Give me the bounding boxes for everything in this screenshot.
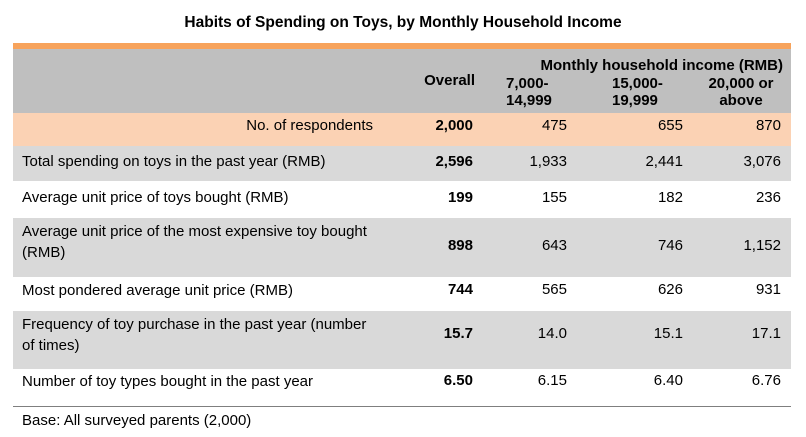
cell-income-15000: 15.1 xyxy=(653,325,683,342)
row-label: Total spending on toys in the past year … xyxy=(22,153,326,170)
cell-income-15000: 626 xyxy=(657,281,683,298)
cell-overall: 2,000 xyxy=(435,117,473,134)
table-row: Average unit price of the most expensive… xyxy=(13,218,791,277)
row-label: No. of respondents xyxy=(246,117,373,134)
header-income-group: Monthly household income (RMB) xyxy=(540,57,783,74)
cell-income-15000: 655 xyxy=(657,117,683,134)
table-bottom-rule xyxy=(13,406,791,407)
table-row-respondents: No. of respondents 2,000 475 655 870 xyxy=(13,113,791,146)
cell-income-7000: 643 xyxy=(541,237,567,254)
table-row: Most pondered average unit price (RMB) 7… xyxy=(13,277,791,311)
row-label: Average unit price of toys bought (RMB) xyxy=(22,189,289,206)
row-label: Number of toy types bought in the past y… xyxy=(22,373,313,390)
cell-overall: 15.7 xyxy=(443,325,473,342)
cell-income-7000: 6.15 xyxy=(537,372,567,389)
table-title: Habits of Spending on Toys, by Monthly H… xyxy=(184,14,622,31)
row-label: Most pondered average unit price (RMB) xyxy=(22,282,293,299)
row-label: Frequency of toy purchase in the past ye… xyxy=(22,316,367,354)
table-row: Number of toy types bought in the past y… xyxy=(13,369,791,406)
cell-income-7000: 155 xyxy=(541,189,567,206)
header-income-15000: 15,000- 19,999 xyxy=(612,75,663,109)
cell-income-7000: 14.0 xyxy=(537,325,567,342)
cell-overall: 898 xyxy=(447,237,473,254)
cell-income-7000: 565 xyxy=(541,281,567,298)
cell-income-20000: 1,152 xyxy=(743,237,781,254)
table-header: Overall Monthly household income (RMB) 7… xyxy=(13,49,791,113)
table-row: Total spending on toys in the past year … xyxy=(13,146,791,181)
header-overall: Overall xyxy=(424,72,475,89)
cell-overall: 6.50 xyxy=(443,372,473,389)
table-row: Average unit price of toys bought (RMB) … xyxy=(13,181,791,218)
footnote: Base: All surveyed parents (2,000) xyxy=(22,412,252,429)
cell-income-7000: 1,933 xyxy=(529,153,567,170)
cell-income-20000: 931 xyxy=(755,281,781,298)
cell-income-15000: 746 xyxy=(657,237,683,254)
cell-income-20000: 3,076 xyxy=(743,153,781,170)
cell-overall: 744 xyxy=(447,281,473,298)
cell-income-20000: 236 xyxy=(755,189,781,206)
accent-bar xyxy=(13,43,791,49)
cell-income-20000: 17.1 xyxy=(751,325,781,342)
table-row: Frequency of toy purchase in the past ye… xyxy=(13,311,791,369)
cell-income-7000: 475 xyxy=(541,117,567,134)
cell-income-15000: 6.40 xyxy=(653,372,683,389)
cell-income-20000: 870 xyxy=(755,117,781,134)
cell-income-15000: 182 xyxy=(657,189,683,206)
header-income-7000: 7,000- 14,999 xyxy=(506,75,552,109)
cell-overall: 199 xyxy=(447,189,473,206)
cell-overall: 2,596 xyxy=(435,153,473,170)
cell-income-15000: 2,441 xyxy=(645,153,683,170)
row-label: Average unit price of the most expensive… xyxy=(22,223,367,261)
header-income-20000: 20,000 or above xyxy=(708,75,774,109)
cell-income-20000: 6.76 xyxy=(751,372,781,389)
